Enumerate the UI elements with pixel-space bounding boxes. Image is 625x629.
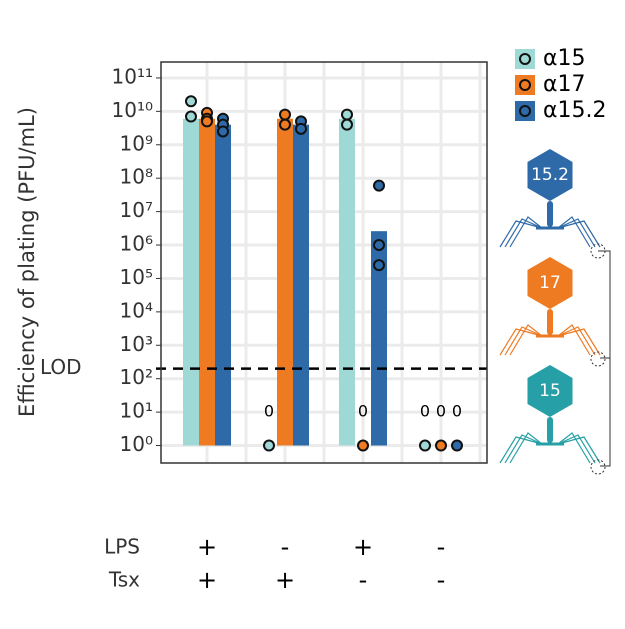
phage-fiber	[499, 328, 543, 356]
phage-fiber	[557, 328, 601, 356]
zero-label: 0	[436, 402, 446, 421]
phage-fiber	[504, 326, 543, 356]
phage-label: 17	[539, 273, 561, 293]
receptor	[590, 351, 606, 367]
phage-fiber	[509, 324, 543, 356]
y-tick-label: 10¹⁰	[112, 98, 153, 122]
phage-tail	[547, 309, 553, 335]
y-tick-label: 10⁹	[120, 131, 153, 155]
condition-value: +	[275, 566, 295, 594]
phage-head	[527, 149, 573, 201]
y-tick-label: 10⁸	[120, 165, 153, 189]
phage-fiber	[557, 326, 596, 356]
bar	[293, 124, 309, 446]
phage-fiber	[557, 218, 596, 248]
data-point	[263, 439, 275, 452]
condition-value: -	[359, 566, 368, 594]
legend-point	[519, 105, 531, 117]
condition-value: +	[353, 533, 373, 561]
data-point	[451, 439, 463, 452]
condition-name: Tsx	[108, 568, 140, 592]
condition-value: -	[437, 566, 446, 594]
y-tick-label: 10⁴	[120, 298, 153, 322]
condition-value: +	[197, 533, 217, 561]
legend-label: α15	[543, 46, 586, 71]
legend-label: α15.2	[543, 98, 607, 123]
data-point	[217, 125, 229, 138]
condition-value: -	[281, 533, 290, 561]
legend-label: α17	[543, 72, 586, 97]
legend-point	[519, 53, 531, 65]
phage-fiber	[557, 432, 591, 464]
phage-tail	[547, 201, 553, 227]
data-point	[295, 122, 307, 135]
y-axis-label: Efficiency of plating (PFU/mL)	[15, 107, 39, 417]
data-point	[185, 110, 197, 123]
phage-fiber	[557, 434, 596, 464]
y-tick-label: 10⁷	[120, 198, 153, 222]
condition-value: +	[197, 566, 217, 594]
zero-label: 0	[420, 402, 430, 421]
condition-value: -	[437, 533, 446, 561]
bar	[371, 231, 387, 446]
bar	[215, 124, 231, 446]
data-point	[341, 108, 353, 121]
phage-fiber	[504, 434, 543, 464]
phage-head	[527, 365, 573, 417]
phage-fiber	[499, 436, 543, 464]
y-tick-label: 10⁶	[120, 232, 153, 256]
y-tick-label: 10¹¹	[112, 64, 153, 88]
data-point	[185, 95, 197, 108]
bar	[183, 118, 199, 446]
legend-point	[519, 79, 531, 91]
phage-fiber	[557, 216, 591, 248]
y-tick-label: 10¹	[120, 399, 153, 423]
data-point	[201, 115, 213, 128]
phage-fiber	[557, 324, 591, 356]
phage-fiber	[499, 220, 543, 248]
phage-fiber	[509, 216, 543, 248]
phage-label: 15.2	[531, 165, 569, 185]
zero-label: 0	[264, 402, 274, 421]
phage-head	[527, 257, 573, 309]
data-point	[279, 108, 291, 121]
y-tick-label: 10⁰	[120, 432, 153, 456]
phage-fiber	[557, 220, 601, 248]
plot-frame	[160, 61, 488, 464]
data-point	[373, 259, 385, 272]
data-point	[419, 439, 431, 452]
data-point	[373, 179, 385, 192]
lod-label: LOD	[40, 355, 82, 379]
data-point	[279, 118, 291, 131]
zero-label: 0	[358, 402, 368, 421]
phage-tail	[547, 417, 553, 443]
phage-label: 15	[539, 381, 561, 401]
y-tick-label: 10³	[120, 332, 153, 356]
y-tick-label: 10⁵	[120, 265, 153, 289]
data-point	[341, 118, 353, 131]
data-point	[435, 439, 447, 452]
receptor	[590, 459, 606, 475]
bar	[199, 118, 215, 446]
zero-label: 0	[452, 402, 462, 421]
data-point	[373, 239, 385, 252]
y-tick-label: 10²	[120, 365, 153, 389]
condition-name: LPS	[104, 535, 140, 559]
bar	[339, 118, 355, 446]
phage-fiber	[509, 432, 543, 464]
phage-fiber	[557, 436, 601, 464]
phage-fiber	[504, 218, 543, 248]
data-point	[357, 439, 369, 452]
bar	[277, 118, 293, 446]
